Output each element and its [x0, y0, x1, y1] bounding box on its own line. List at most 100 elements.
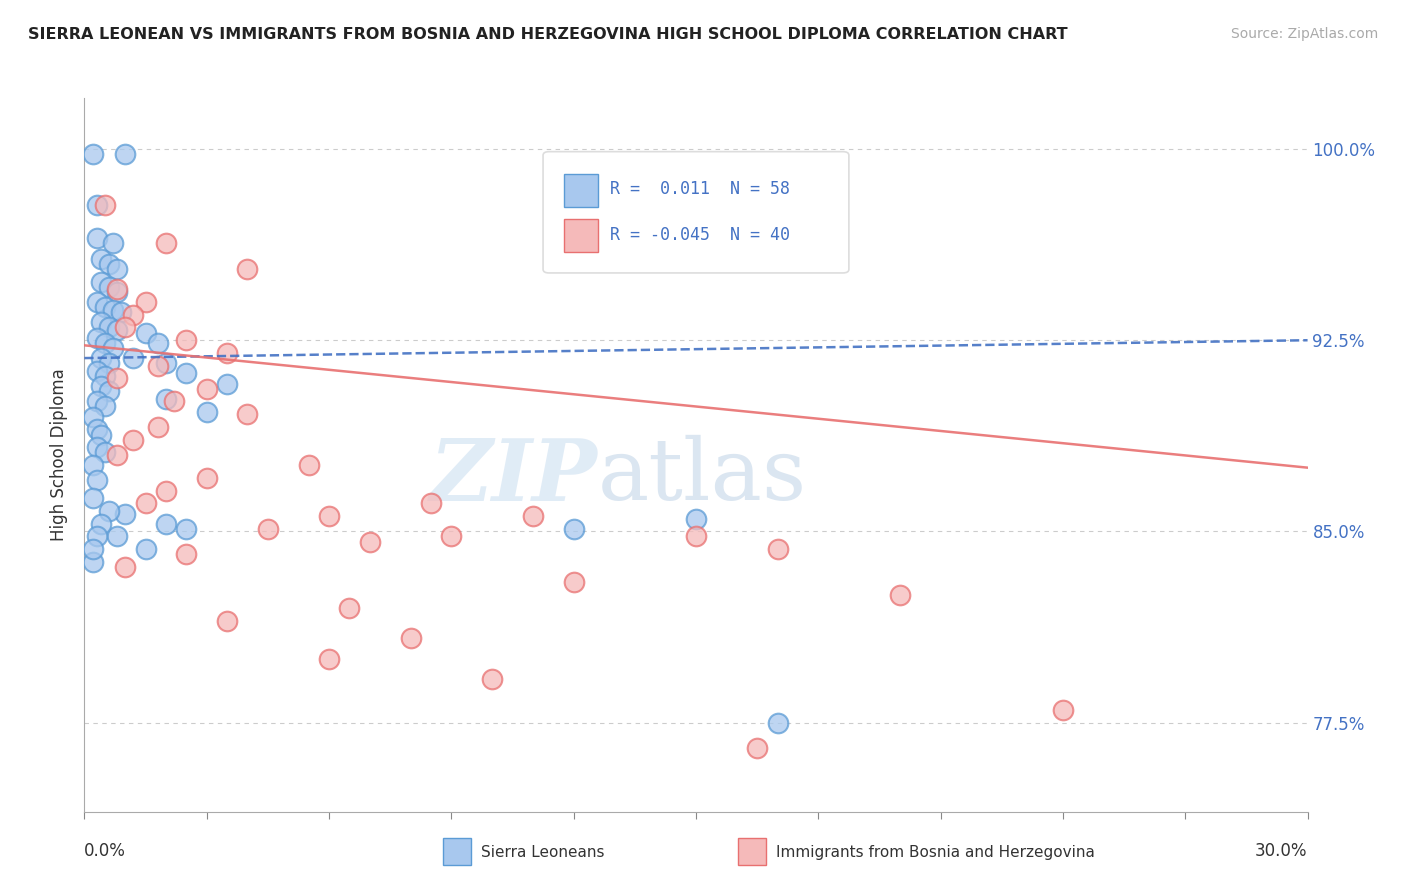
Y-axis label: High School Diploma: High School Diploma: [51, 368, 69, 541]
Point: [97, 504, 120, 518]
Text: 30.0%: 30.0%: [1256, 842, 1308, 860]
Point: [318, 652, 340, 666]
Point: [176, 522, 198, 536]
Point: [685, 511, 707, 525]
Point: [135, 496, 157, 510]
Point: [339, 600, 361, 615]
Point: [176, 367, 198, 381]
Text: Source: ZipAtlas.com: Source: ZipAtlas.com: [1230, 27, 1378, 41]
Point: [163, 394, 186, 409]
Point: [155, 483, 177, 498]
Point: [114, 560, 136, 574]
Point: [114, 320, 136, 334]
Point: [105, 323, 128, 337]
Point: [93, 368, 117, 383]
Point: [195, 382, 218, 396]
Text: 0.0%: 0.0%: [84, 842, 127, 860]
Point: [86, 529, 108, 543]
Point: [105, 371, 128, 385]
Point: [110, 305, 132, 319]
Point: [481, 672, 503, 686]
Point: [562, 575, 585, 590]
Point: [122, 308, 145, 322]
Point: [747, 741, 769, 756]
Text: R =  0.011  N = 58: R = 0.011 N = 58: [610, 180, 790, 198]
Point: [114, 507, 136, 521]
Point: [101, 341, 124, 355]
Point: [155, 236, 177, 251]
Point: [90, 351, 112, 365]
Point: [685, 529, 707, 543]
Point: [146, 359, 169, 373]
Point: [86, 474, 108, 488]
Point: [155, 356, 177, 370]
Point: [86, 364, 108, 378]
Point: [82, 555, 104, 569]
Point: [135, 295, 157, 310]
Point: [82, 147, 104, 161]
Point: [90, 516, 112, 531]
FancyBboxPatch shape: [543, 152, 849, 273]
Point: [195, 471, 218, 485]
Point: [122, 433, 145, 447]
Point: [90, 252, 112, 266]
Point: [82, 491, 104, 506]
Point: [90, 379, 112, 393]
Point: [105, 448, 128, 462]
Text: R = -0.045  N = 40: R = -0.045 N = 40: [610, 227, 790, 244]
Point: [562, 522, 585, 536]
Point: [298, 458, 321, 472]
Point: [86, 198, 108, 212]
Point: [105, 285, 128, 299]
Point: [440, 529, 463, 543]
Point: [766, 542, 789, 557]
Point: [82, 542, 104, 557]
Point: [97, 279, 120, 293]
Point: [135, 542, 157, 557]
Point: [359, 534, 381, 549]
Point: [1052, 703, 1074, 717]
Point: [82, 458, 104, 472]
Point: [101, 236, 124, 251]
Point: [522, 509, 544, 524]
Point: [86, 440, 108, 454]
Point: [236, 261, 259, 276]
Point: [176, 547, 198, 561]
Point: [93, 198, 117, 212]
Point: [195, 404, 218, 418]
Point: [101, 302, 124, 317]
Point: [135, 326, 157, 340]
Point: [889, 588, 911, 602]
Point: [105, 261, 128, 276]
Point: [86, 295, 108, 310]
Point: [93, 445, 117, 459]
Point: [318, 509, 340, 524]
Point: [90, 275, 112, 289]
Point: [105, 282, 128, 296]
Point: [399, 632, 422, 646]
FancyBboxPatch shape: [564, 219, 598, 252]
Point: [236, 407, 259, 421]
Point: [105, 529, 128, 543]
Point: [93, 300, 117, 314]
Point: [155, 516, 177, 531]
Point: [217, 614, 239, 628]
Point: [122, 351, 145, 365]
Point: [257, 522, 280, 536]
Point: [155, 392, 177, 406]
Point: [217, 376, 239, 391]
Point: [86, 331, 108, 345]
Point: [114, 147, 136, 161]
Point: [86, 231, 108, 245]
Point: [90, 315, 112, 329]
Point: [86, 394, 108, 409]
Point: [93, 335, 117, 350]
Point: [90, 427, 112, 442]
Point: [86, 422, 108, 436]
Point: [146, 420, 169, 434]
FancyBboxPatch shape: [564, 175, 598, 207]
Point: [217, 346, 239, 360]
Text: Sierra Leoneans: Sierra Leoneans: [481, 846, 605, 860]
Point: [93, 400, 117, 414]
Point: [146, 335, 169, 350]
